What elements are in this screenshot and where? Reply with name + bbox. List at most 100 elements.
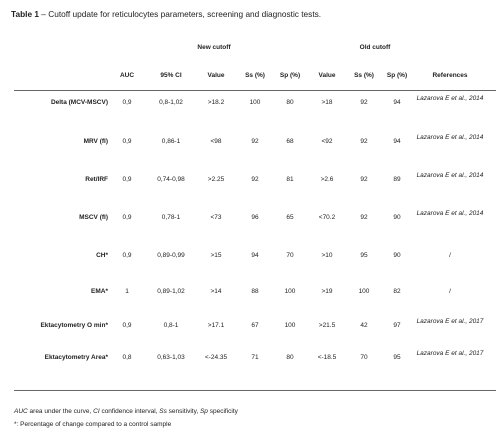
header-old-ss: Ss (%) — [354, 72, 374, 79]
cell-ci: 0,89-0,99 — [157, 252, 185, 259]
row-label: MSCV (fl) — [79, 214, 108, 221]
cell-auc: 0,9 — [122, 214, 132, 221]
header-old-sp: Sp (%) — [386, 72, 408, 79]
cell-old-sp: 94 — [393, 138, 401, 145]
cell-new-value: <98 — [210, 138, 222, 145]
row-label: Delta (MCV-MSCV) — [50, 99, 108, 106]
cell-old-sp: 90 — [393, 252, 401, 259]
footnote-abbreviations: AUC area under the curve, CI confidence … — [14, 408, 238, 415]
cell-ref: / — [449, 252, 451, 259]
header-new-ss: Ss (%) — [245, 72, 265, 79]
cell-old-ss: 100 — [358, 288, 370, 295]
cell-old-value: >19 — [321, 288, 333, 295]
cell-old-sp: 90 — [393, 214, 401, 221]
cell-old-value: <92 — [321, 138, 333, 145]
caption-text: – Cutoff update for reticulocytes parame… — [38, 9, 322, 19]
cell-auc: 0,9 — [122, 252, 132, 259]
cell-old-sp: 89 — [393, 176, 401, 183]
cell-ref: Lazarova E et al., 2017 — [416, 318, 484, 325]
header-rule — [14, 90, 496, 91]
cell-ci: 0,74-0,98 — [157, 176, 185, 183]
cell-new-sp: 80 — [286, 99, 294, 106]
cell-new-sp: 100 — [284, 288, 296, 295]
row-label: CH* — [96, 252, 108, 259]
cell-old-value: >21.5 — [318, 322, 336, 329]
cell-new-ss: 100 — [249, 99, 261, 106]
cell-old-ss: 92 — [360, 99, 368, 106]
cell-new-value: <73 — [210, 214, 222, 221]
row-label: EMA* — [91, 288, 108, 295]
footnote-part: AUC — [14, 408, 28, 415]
cell-auc: 0,8 — [122, 354, 132, 361]
cell-old-ss: 70 — [360, 354, 368, 361]
cell-ci: 0,8-1,02 — [159, 99, 183, 106]
cell-new-ss: 92 — [251, 176, 259, 183]
header-ci: 95% CI — [160, 72, 182, 79]
cell-old-value: <-18.5 — [317, 354, 337, 361]
header-old-value: Value — [318, 72, 336, 79]
cell-old-value: <70.2 — [318, 214, 336, 221]
header-references: References — [432, 72, 468, 79]
header-new-sp: Sp (%) — [279, 72, 301, 79]
cell-ci: 0,8-1 — [163, 322, 179, 329]
cell-ci: 0,78-1 — [161, 214, 181, 221]
row-label: Ret/IRF — [85, 176, 108, 183]
bottom-rule — [14, 390, 496, 391]
cell-auc: 0,9 — [122, 138, 132, 145]
cell-ref: Lazarova E et al., 2014 — [416, 172, 484, 179]
cell-new-value: <-24.35 — [204, 354, 228, 361]
cell-old-ss: 92 — [360, 138, 368, 145]
cell-old-ss: 92 — [360, 214, 368, 221]
cell-new-ss: 96 — [251, 214, 259, 221]
footnote-part: Ss — [159, 408, 167, 415]
footnote-part: CI — [93, 408, 100, 415]
header-new-value: Value — [207, 72, 225, 79]
cell-ci: 0,63-1,03 — [157, 354, 185, 361]
cell-old-sp: 95 — [393, 354, 401, 361]
cell-new-value: >2.25 — [207, 176, 225, 183]
cell-ref: Lazarova E et al., 2014 — [416, 95, 484, 102]
cell-old-sp: 94 — [393, 99, 401, 106]
row-label: Ektacytometry O min* — [40, 322, 108, 329]
cell-auc: 0,9 — [122, 99, 132, 106]
caption-label: Table 1 — [11, 9, 39, 19]
cell-new-value: >17.1 — [207, 322, 225, 329]
cell-new-sp: 68 — [286, 138, 294, 145]
cell-ref: Lazarova E et al., 2017 — [416, 350, 484, 357]
cell-old-ss: 92 — [360, 176, 368, 183]
cell-old-sp: 82 — [393, 288, 401, 295]
footnote-part: area under the curve, — [27, 408, 94, 415]
cell-old-ss: 42 — [360, 322, 368, 329]
cell-new-ss: 92 — [251, 138, 259, 145]
table-caption: Table 1 – Cutoff update for reticulocyte… — [11, 9, 321, 19]
footnote-part: Sp — [199, 408, 208, 415]
cell-new-value: >14 — [210, 288, 222, 295]
footnote-part: sensitivity, — [166, 408, 200, 415]
cell-auc: 1 — [125, 288, 129, 295]
cell-ref: Lazarova E et al., 2014 — [416, 210, 484, 217]
cell-old-value: >2.6 — [320, 176, 334, 183]
cell-ci: 0,89-1,02 — [157, 288, 185, 295]
cell-new-value: >15 — [210, 252, 222, 259]
group-header-new: New cutoff — [197, 44, 231, 51]
cell-new-ss: 88 — [251, 288, 259, 295]
row-label: Ektacytometry Area* — [44, 354, 108, 361]
cell-new-sp: 70 — [286, 252, 294, 259]
cell-new-sp: 80 — [286, 354, 294, 361]
header-auc: AUC — [119, 72, 135, 79]
cell-new-ss: 67 — [251, 322, 259, 329]
cell-ref: / — [449, 288, 451, 295]
footnote-asterisk: *: Percentage of change compared to a co… — [14, 421, 172, 428]
footnote-part: confidence interval, — [99, 408, 160, 415]
footnote-part: specificity — [207, 408, 238, 415]
cell-old-sp: 97 — [393, 322, 401, 329]
cell-old-ss: 95 — [360, 252, 368, 259]
cell-new-value: >18.2 — [207, 99, 225, 106]
cell-new-sp: 65 — [286, 214, 294, 221]
cell-new-ss: 94 — [251, 252, 259, 259]
row-label: MRV (fl) — [83, 138, 108, 145]
cell-auc: 0,9 — [122, 176, 132, 183]
cell-old-value: >10 — [321, 252, 333, 259]
cell-ref: Lazarova E et al., 2014 — [416, 134, 484, 141]
cell-old-value: >18 — [321, 99, 333, 106]
